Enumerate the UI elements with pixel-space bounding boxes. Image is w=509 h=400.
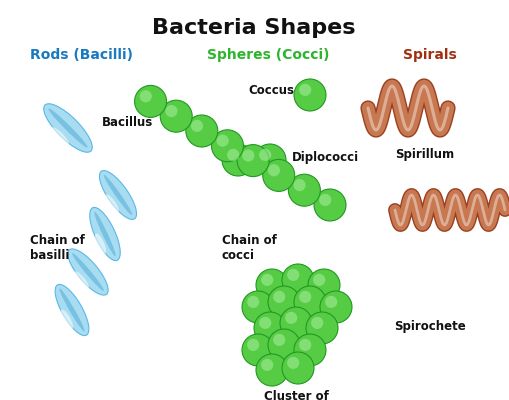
Circle shape xyxy=(306,312,338,344)
Circle shape xyxy=(282,264,314,296)
Ellipse shape xyxy=(60,289,84,331)
Circle shape xyxy=(242,334,274,366)
Ellipse shape xyxy=(55,284,89,336)
Circle shape xyxy=(319,194,331,206)
Ellipse shape xyxy=(44,104,92,152)
Circle shape xyxy=(139,90,152,102)
Circle shape xyxy=(308,269,340,301)
Circle shape xyxy=(259,149,271,161)
Circle shape xyxy=(287,357,299,369)
Circle shape xyxy=(261,274,273,286)
Ellipse shape xyxy=(48,108,88,148)
Circle shape xyxy=(294,334,326,366)
Circle shape xyxy=(191,120,203,132)
Text: Coccus: Coccus xyxy=(248,84,294,96)
Circle shape xyxy=(314,189,346,221)
Circle shape xyxy=(247,296,259,308)
Circle shape xyxy=(261,359,273,371)
Circle shape xyxy=(299,339,312,351)
Ellipse shape xyxy=(50,127,69,146)
Circle shape xyxy=(320,291,352,323)
Ellipse shape xyxy=(99,170,136,220)
Circle shape xyxy=(237,144,269,177)
Circle shape xyxy=(227,149,239,161)
Circle shape xyxy=(325,296,337,308)
Ellipse shape xyxy=(72,253,104,291)
Circle shape xyxy=(311,317,323,329)
Circle shape xyxy=(259,317,271,329)
Text: Rods (Bacilli): Rods (Bacilli) xyxy=(31,48,133,62)
Circle shape xyxy=(299,291,312,303)
Circle shape xyxy=(282,352,314,384)
Circle shape xyxy=(287,269,299,281)
Text: Chain of
basilli: Chain of basilli xyxy=(30,234,85,262)
Ellipse shape xyxy=(74,271,89,289)
Circle shape xyxy=(211,130,243,162)
Circle shape xyxy=(256,269,288,301)
Circle shape xyxy=(294,286,326,318)
Circle shape xyxy=(268,329,300,361)
Circle shape xyxy=(263,159,295,191)
Circle shape xyxy=(299,84,312,96)
Text: Spirillum: Spirillum xyxy=(395,148,455,161)
Circle shape xyxy=(294,179,305,191)
Text: Bacillus: Bacillus xyxy=(102,116,153,128)
Text: Spirals: Spirals xyxy=(403,48,457,62)
Circle shape xyxy=(268,286,300,318)
Circle shape xyxy=(256,354,288,386)
Circle shape xyxy=(254,312,286,344)
Circle shape xyxy=(134,85,166,118)
Ellipse shape xyxy=(104,175,132,215)
Ellipse shape xyxy=(90,207,120,261)
Circle shape xyxy=(222,144,254,176)
Circle shape xyxy=(285,312,297,324)
Circle shape xyxy=(268,164,280,176)
Circle shape xyxy=(186,115,218,147)
Text: Chain of
cocci: Chain of cocci xyxy=(222,234,277,262)
Circle shape xyxy=(294,79,326,111)
Ellipse shape xyxy=(95,233,106,254)
Ellipse shape xyxy=(105,194,119,213)
Ellipse shape xyxy=(68,249,108,295)
Text: Spirochete: Spirochete xyxy=(394,320,466,333)
Text: Diplococci: Diplococci xyxy=(292,152,359,164)
Circle shape xyxy=(254,144,286,176)
Circle shape xyxy=(280,307,312,339)
Circle shape xyxy=(273,334,285,346)
Text: Bacteria Shapes: Bacteria Shapes xyxy=(152,18,356,38)
Circle shape xyxy=(247,339,259,351)
Text: Cluster of
cocci: Cluster of cocci xyxy=(264,390,328,400)
Circle shape xyxy=(242,149,254,162)
Circle shape xyxy=(217,134,229,147)
Ellipse shape xyxy=(94,212,116,256)
Circle shape xyxy=(313,274,325,286)
Circle shape xyxy=(165,105,178,117)
Circle shape xyxy=(242,291,274,323)
Circle shape xyxy=(160,100,192,132)
Text: Spheres (Cocci): Spheres (Cocci) xyxy=(207,48,329,62)
Circle shape xyxy=(289,174,320,206)
Circle shape xyxy=(273,291,285,303)
Ellipse shape xyxy=(61,309,73,329)
